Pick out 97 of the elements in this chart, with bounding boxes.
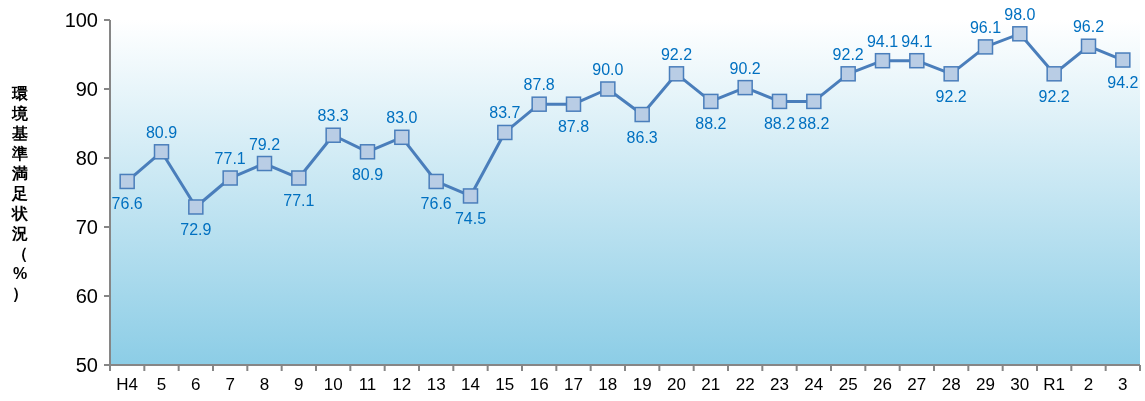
x-tick-label: 8 (259, 375, 270, 394)
x-tick-label: 17 (564, 375, 583, 394)
y-tick-label: 80 (75, 147, 98, 169)
x-tick-label: 21 (701, 375, 721, 394)
point (600, 81, 616, 97)
x-tick-label: 19 (632, 375, 652, 394)
point (943, 66, 959, 82)
text: 90.0 (592, 61, 624, 78)
x-tick-label: 18 (598, 375, 618, 394)
point (325, 127, 341, 143)
point (291, 170, 307, 186)
point (737, 79, 753, 96)
text: 79.2 (248, 135, 281, 153)
text: 87.8 (523, 76, 555, 94)
x-tick-label: 16 (529, 375, 549, 394)
text: 80.9 (145, 123, 178, 141)
x-tick-label: 23 (770, 375, 789, 394)
point (497, 124, 513, 141)
point (188, 199, 204, 215)
text: 86.3 (626, 128, 658, 146)
point (806, 93, 822, 110)
point (703, 93, 719, 110)
point (977, 39, 994, 55)
x-tick-label: H4 (116, 375, 139, 394)
point (394, 129, 410, 146)
x-tick-label: 10 (323, 375, 343, 394)
x-tick-label: 27 (907, 375, 927, 394)
text: 98.0 (1004, 5, 1036, 23)
point (222, 170, 238, 186)
x-tick-label: 29 (976, 375, 995, 394)
point (153, 144, 170, 160)
text: 94.1 (866, 32, 899, 50)
point (634, 106, 650, 123)
y-tick-label: 100 (64, 9, 98, 31)
x-tick-label: 20 (667, 375, 686, 394)
y-tick-label: 90 (75, 78, 98, 100)
x-tick-label: 28 (941, 375, 961, 394)
text: 72.9 (180, 220, 212, 238)
x-tick-label: 7 (225, 375, 235, 394)
y-tick-label: 50 (75, 354, 98, 376)
point (771, 93, 788, 110)
text: 92.2 (660, 45, 693, 63)
point (909, 52, 925, 69)
x-tick-label: 6 (191, 375, 201, 394)
point (668, 66, 685, 82)
y-tick-label: 70 (75, 216, 98, 238)
point (1046, 66, 1062, 82)
text: 94.1 (901, 32, 933, 50)
point (874, 52, 891, 69)
text: 96.2 (1072, 18, 1105, 36)
text: 87.8 (557, 118, 590, 136)
point (1012, 26, 1028, 42)
point (531, 96, 547, 112)
point (119, 173, 135, 190)
text: 83.3 (317, 107, 349, 125)
x-tick-label: 25 (838, 375, 858, 394)
text: 76.6 (111, 195, 143, 213)
x-tick-label: 15 (495, 375, 515, 394)
text: 77.1 (214, 150, 246, 168)
x-tick-label: 11 (358, 375, 377, 394)
y-tick-label: 60 (75, 285, 98, 307)
point (428, 173, 444, 190)
point (1080, 38, 1097, 54)
text: 83.0 (386, 109, 418, 127)
x-tick-label: 9 (294, 375, 304, 394)
point (840, 66, 856, 82)
text: 74.5 (454, 209, 487, 227)
text: 80.9 (351, 165, 384, 183)
text: 96.1 (969, 18, 1002, 36)
text: 83.7 (489, 104, 521, 122)
point (462, 188, 479, 204)
point (1115, 52, 1131, 68)
x-tick-label: 5 (156, 375, 167, 394)
x-tick-label: 26 (873, 375, 892, 394)
text: 88.2 (763, 115, 796, 133)
text: 76.6 (420, 195, 452, 213)
x-tick-label: 30 (1010, 375, 1030, 394)
point (256, 155, 273, 172)
text: 88.2 (695, 115, 727, 133)
text: 92.2 (1038, 87, 1070, 105)
text: 94.2 (1107, 74, 1139, 92)
text: 77.1 (283, 192, 315, 210)
x-tick-label: 14 (461, 375, 480, 394)
text: 92.2 (935, 87, 967, 105)
text: 90.2 (729, 59, 761, 77)
x-tick-label: 3 (1118, 375, 1128, 394)
x-tick-label: 2 (1083, 375, 1094, 394)
point (565, 96, 582, 112)
text: 92.2 (832, 45, 864, 63)
text: 環境基準満足状況（%） (12, 84, 28, 302)
text: 88.2 (798, 115, 830, 133)
x-tick-label: 22 (735, 375, 755, 394)
x-tick-label: R1 (1043, 375, 1066, 394)
x-tick-label: 12 (392, 375, 412, 394)
point (359, 144, 376, 160)
x-tick-label: 13 (426, 375, 446, 394)
x-tick-label: 24 (804, 375, 824, 394)
